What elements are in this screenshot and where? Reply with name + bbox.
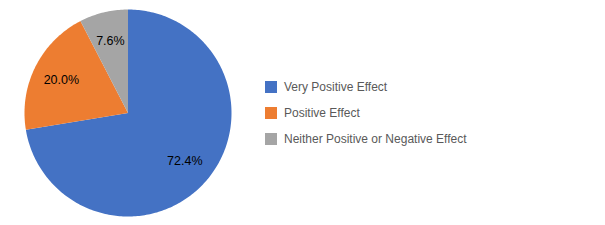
html-text:Very Positive Effect: Very Positive Effect <box>284 79 388 94</box>
html-text:Positive Effect: Positive Effect <box>284 105 360 120</box>
svg-text:7.6%: 7.6% <box>96 34 125 48</box>
svg-text:20.0%: 20.0% <box>44 73 79 87</box>
svg-text:72.4%: 72.4% <box>167 154 202 168</box>
html-text:Neither Positive or Negative E: Neither Positive or Negative Effect <box>284 131 467 146</box>
